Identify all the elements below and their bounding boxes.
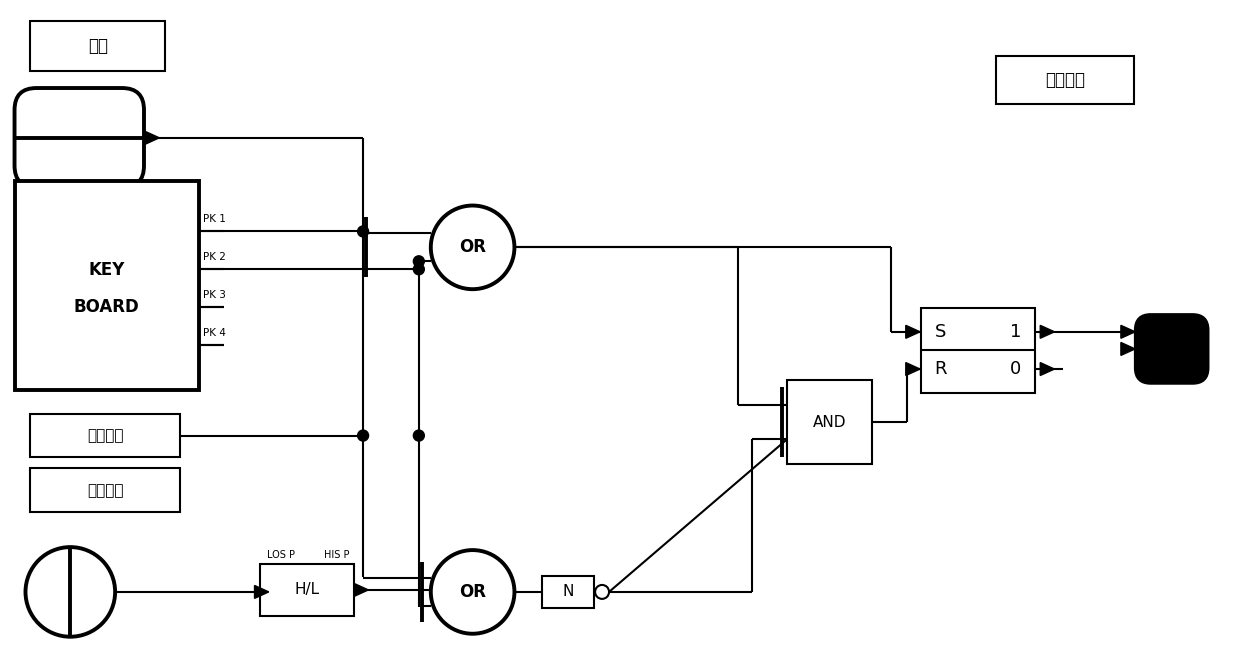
- Bar: [31, 21, 165, 71]
- Circle shape: [595, 585, 609, 599]
- Text: PK 2: PK 2: [203, 252, 226, 262]
- Polygon shape: [254, 585, 269, 598]
- Bar: [787, 380, 872, 464]
- Circle shape: [357, 430, 368, 441]
- FancyBboxPatch shape: [1136, 315, 1208, 383]
- Text: 1: 1: [1009, 323, 1022, 340]
- Text: 解网: 解网: [88, 37, 108, 55]
- Circle shape: [413, 430, 424, 441]
- Text: R: R: [935, 360, 947, 378]
- Bar: [997, 56, 1133, 104]
- Circle shape: [357, 226, 368, 237]
- Text: 0: 0: [1011, 360, 1022, 378]
- Circle shape: [430, 205, 515, 289]
- Text: AND: AND: [813, 414, 847, 430]
- Text: PK 3: PK 3: [203, 290, 226, 300]
- Text: 实际转速: 实际转速: [87, 483, 124, 498]
- Text: PK 1: PK 1: [203, 214, 226, 225]
- Circle shape: [413, 256, 424, 267]
- Bar: [921, 308, 1035, 393]
- Text: HIS P: HIS P: [324, 550, 350, 560]
- Bar: [15, 181, 198, 390]
- Bar: [542, 576, 594, 608]
- Polygon shape: [905, 362, 920, 376]
- Polygon shape: [1040, 362, 1054, 376]
- Bar: [31, 414, 180, 458]
- Bar: [259, 564, 355, 616]
- Polygon shape: [1121, 325, 1135, 338]
- Text: OR: OR: [459, 238, 486, 256]
- Circle shape: [26, 547, 115, 636]
- Bar: [31, 468, 180, 512]
- Polygon shape: [144, 131, 159, 145]
- Text: 孤网投切: 孤网投切: [87, 428, 124, 443]
- FancyBboxPatch shape: [15, 88, 144, 188]
- Circle shape: [413, 264, 424, 275]
- Text: H/L: H/L: [294, 583, 320, 597]
- Polygon shape: [1040, 325, 1054, 338]
- Text: OR: OR: [459, 583, 486, 601]
- Text: N: N: [563, 585, 574, 599]
- Text: BOARD: BOARD: [73, 298, 140, 316]
- Circle shape: [430, 550, 515, 634]
- Text: 孤网投入: 孤网投入: [1045, 71, 1085, 89]
- Text: PK 4: PK 4: [203, 328, 226, 338]
- Polygon shape: [905, 325, 920, 338]
- Polygon shape: [355, 583, 368, 597]
- Text: KEY: KEY: [88, 261, 125, 279]
- Text: S: S: [935, 323, 946, 340]
- Polygon shape: [1121, 342, 1135, 355]
- Text: LOS P: LOS P: [268, 550, 295, 560]
